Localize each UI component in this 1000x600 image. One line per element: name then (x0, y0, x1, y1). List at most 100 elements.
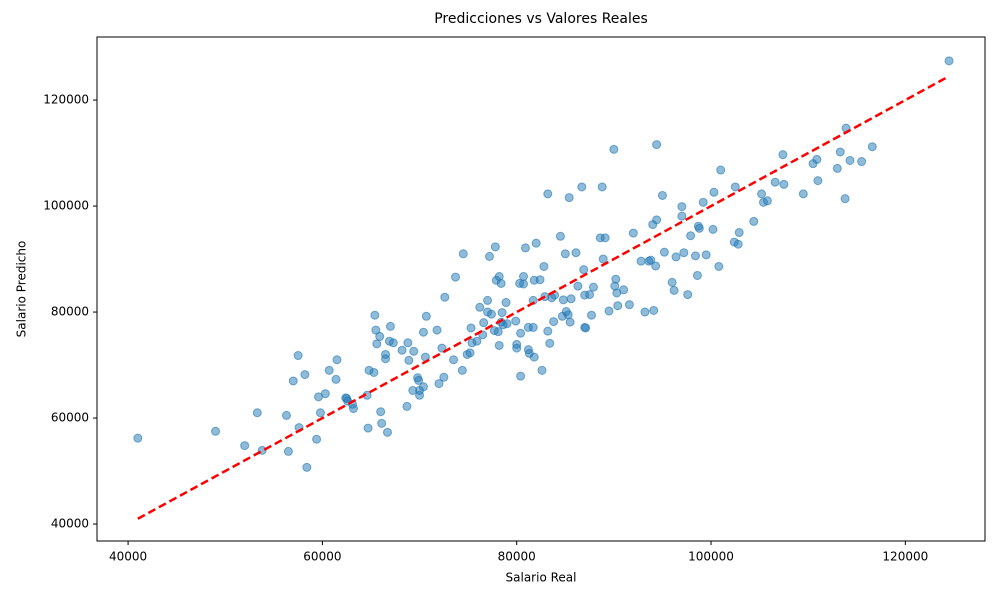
point (613, 301, 623, 311)
point (496, 278, 506, 288)
point (577, 182, 587, 192)
point (659, 247, 669, 257)
x-tick-label: 80000 (498, 550, 536, 564)
point (381, 354, 391, 364)
point (472, 336, 482, 346)
point (418, 327, 428, 337)
point (133, 433, 143, 443)
reference-line (137, 75, 950, 520)
x-tick-label: 60000 (303, 550, 341, 564)
point (587, 310, 597, 320)
point (372, 339, 382, 349)
point (475, 302, 485, 312)
point (543, 326, 553, 336)
point (628, 228, 638, 238)
point (370, 310, 380, 320)
point (813, 176, 823, 186)
point (692, 270, 702, 280)
point (512, 343, 522, 353)
point (683, 290, 693, 300)
point (690, 251, 700, 261)
point (449, 355, 459, 365)
point (312, 434, 322, 444)
point (679, 248, 689, 258)
point (778, 150, 788, 160)
point (835, 147, 845, 157)
point (371, 325, 381, 335)
point (377, 418, 387, 428)
y-axis-label: Salario Predicho (15, 241, 29, 338)
point (440, 292, 450, 302)
point (324, 365, 334, 375)
point (485, 251, 495, 261)
point (667, 277, 677, 287)
point (252, 408, 262, 418)
point (573, 281, 583, 291)
point (549, 317, 559, 327)
point (565, 317, 575, 327)
point (490, 242, 500, 252)
point (332, 355, 342, 365)
point (458, 249, 468, 259)
point (531, 238, 541, 248)
point (812, 154, 822, 164)
point (404, 355, 414, 365)
point (432, 325, 442, 335)
point (716, 165, 726, 175)
point (331, 374, 341, 384)
point (619, 285, 629, 295)
point (709, 187, 719, 197)
point (281, 410, 291, 420)
point (779, 179, 789, 189)
point (730, 182, 740, 192)
point (845, 155, 855, 165)
point (708, 224, 718, 234)
point (486, 309, 496, 319)
point (535, 275, 545, 285)
point (375, 331, 385, 341)
point (733, 239, 743, 249)
point (511, 316, 521, 326)
x-tick-label: 120000 (882, 550, 928, 564)
point (348, 404, 358, 414)
point (493, 327, 503, 337)
point (701, 250, 711, 260)
point (686, 231, 696, 241)
point (320, 389, 330, 399)
point (555, 231, 565, 241)
y-tick-label: 60000 (51, 411, 89, 425)
point (293, 351, 303, 361)
point (421, 311, 431, 321)
point (494, 340, 504, 350)
point (749, 216, 759, 226)
point (403, 338, 413, 348)
point (465, 348, 475, 358)
point (434, 379, 444, 389)
point (342, 393, 352, 403)
point (211, 426, 221, 436)
point (437, 343, 447, 353)
point (451, 272, 461, 282)
point (657, 190, 667, 200)
point (457, 365, 467, 375)
point (762, 196, 772, 206)
point (671, 252, 681, 262)
x-tick-label: 40000 (109, 550, 147, 564)
x-tick-label: 100000 (688, 550, 734, 564)
point (302, 462, 312, 472)
point (502, 319, 512, 329)
point (529, 352, 539, 362)
chart-title: Predicciones vs Valores Reales (434, 11, 648, 27)
point (600, 233, 610, 243)
point (714, 261, 724, 271)
point (240, 441, 250, 451)
point (798, 189, 808, 199)
plot-area (133, 56, 954, 520)
point (501, 298, 511, 308)
point (382, 427, 392, 437)
point (537, 365, 547, 375)
point (560, 249, 570, 259)
point (944, 56, 954, 66)
point (418, 382, 428, 392)
